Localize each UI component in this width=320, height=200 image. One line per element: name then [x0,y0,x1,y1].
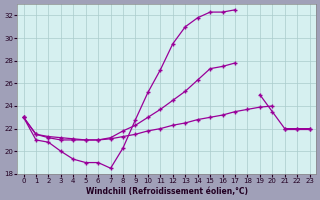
X-axis label: Windchill (Refroidissement éolien,°C): Windchill (Refroidissement éolien,°C) [85,187,248,196]
